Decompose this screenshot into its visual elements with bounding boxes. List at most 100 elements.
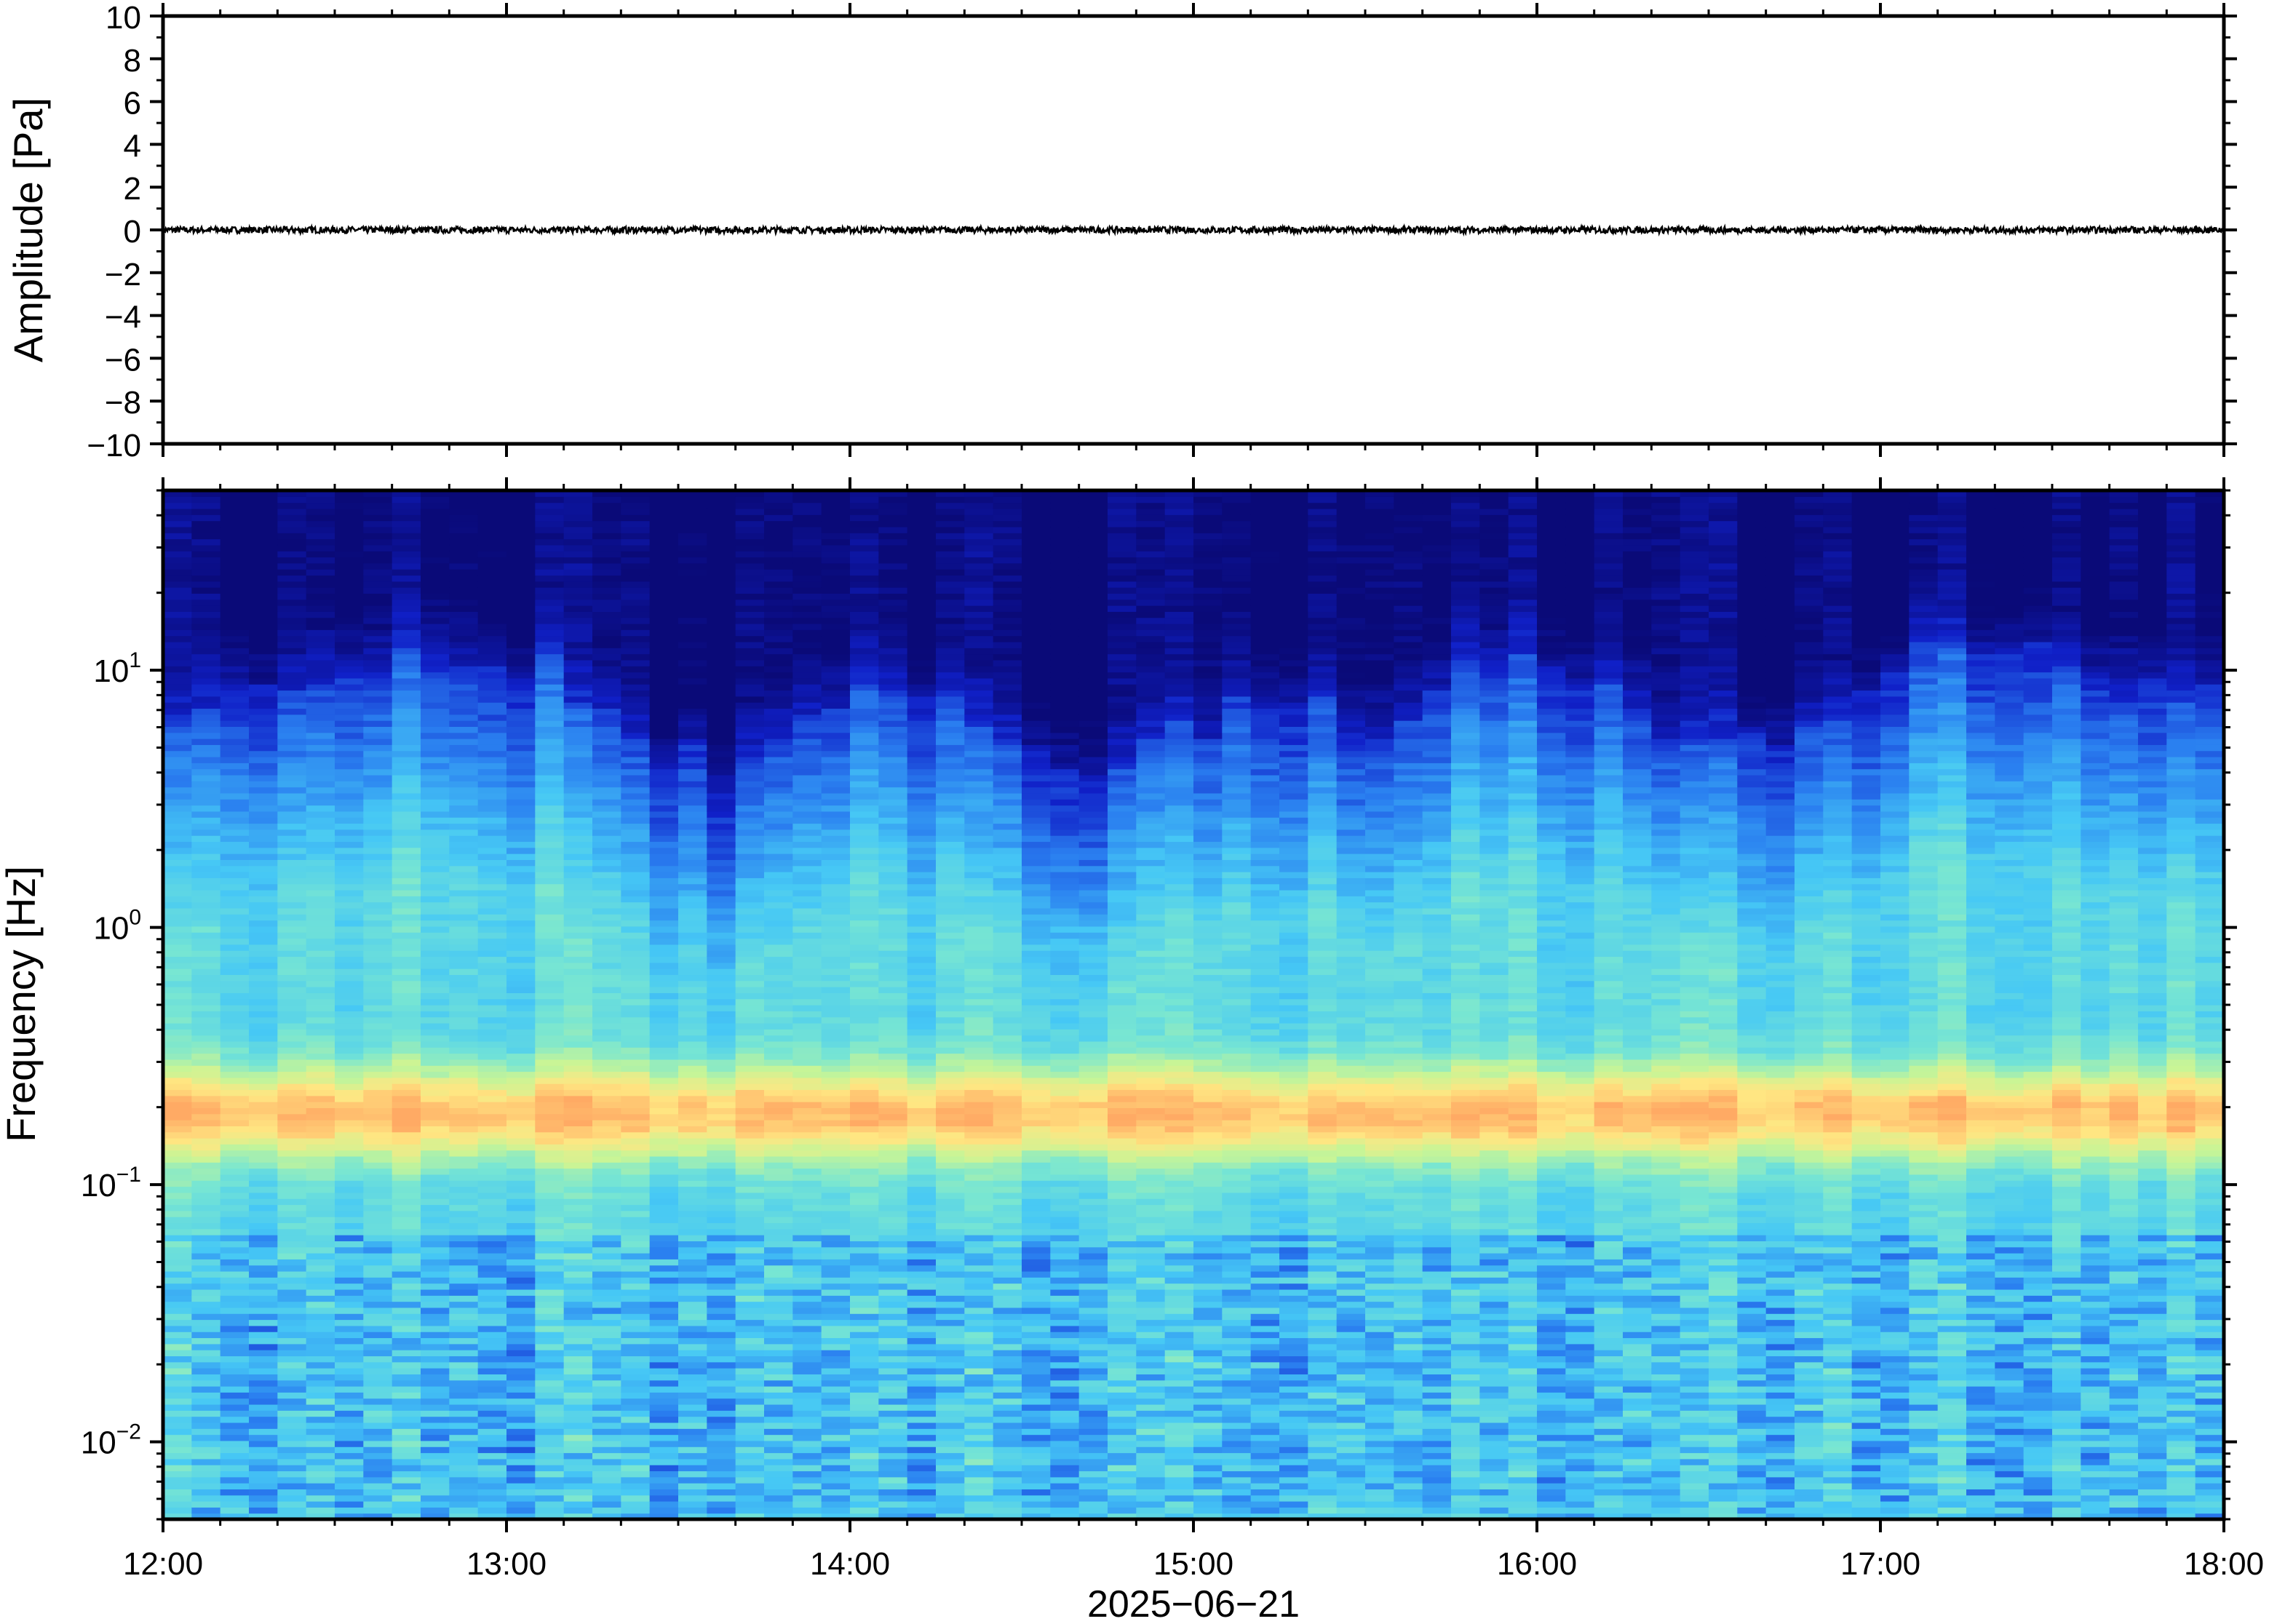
- spectrogram-cell: [621, 805, 651, 812]
- spectrogram-cell: [392, 1228, 421, 1235]
- spectrogram-cell: [878, 817, 908, 824]
- spectrogram-cell: [220, 1513, 250, 1519]
- spectrogram-cell: [477, 1155, 507, 1163]
- spectrogram-cell: [707, 690, 736, 697]
- spectrogram-cell: [449, 987, 479, 993]
- spectrogram-cell: [878, 1422, 908, 1429]
- spectrogram-cell: [621, 914, 651, 921]
- spectrogram-cell: [621, 956, 651, 963]
- spectrogram-cell: [764, 490, 793, 497]
- spectrogram-cell: [936, 1380, 965, 1387]
- spectrogram-cell: [964, 907, 994, 915]
- spectrogram-cell: [220, 907, 250, 915]
- spectrogram-cell: [335, 1283, 364, 1290]
- spectrogram-cell: [649, 1144, 679, 1151]
- spectrogram-cell: [936, 1265, 965, 1272]
- spectrogram-cell: [306, 1120, 335, 1126]
- spectrogram-cell: [535, 1102, 565, 1108]
- spectrogram-cell: [735, 859, 765, 867]
- spectrogram-cell: [792, 1374, 822, 1381]
- spectrogram-cell: [449, 1392, 479, 1399]
- spectrogram-cell: [249, 1458, 278, 1465]
- spectrogram-cell: [506, 750, 536, 757]
- spectrogram-cell: [220, 641, 250, 648]
- spectrogram-cell: [821, 1241, 851, 1248]
- spectrogram-cell: [707, 1022, 736, 1030]
- spectrogram-cell: [878, 732, 908, 739]
- spectrogram-cell: [563, 508, 593, 515]
- spectrogram-cell: [707, 968, 736, 976]
- spectrogram-cell: [249, 1222, 278, 1230]
- spectrogram-cell: [220, 1131, 250, 1139]
- spectrogram-cell: [821, 1295, 851, 1302]
- spectrogram-cell: [306, 1337, 335, 1345]
- spectrogram-cell: [649, 829, 679, 836]
- spectrogram-cell: [649, 1410, 679, 1417]
- spectrogram-cell: [363, 980, 393, 987]
- spectrogram-cell: [477, 1246, 507, 1254]
- spectrogram-cell: [392, 1059, 421, 1066]
- spectrogram-cell: [850, 677, 879, 685]
- spectrogram-cell: [649, 1168, 679, 1175]
- spectrogram-cell: [792, 1065, 822, 1072]
- spectrogram-cell: [821, 562, 851, 570]
- spectrogram-cell: [678, 841, 707, 848]
- spectrogram-cell: [220, 962, 250, 969]
- spectrogram-cell: [563, 1089, 593, 1096]
- spectrogram-cell: [449, 593, 479, 600]
- spectrogram-cell: [792, 1228, 822, 1235]
- spectrogram-cell: [477, 763, 507, 770]
- spectrogram-cell: [277, 1168, 307, 1175]
- spectrogram-cell: [792, 1241, 822, 1248]
- spectrogram-cell: [191, 708, 221, 715]
- spectrogram-cell: [792, 914, 822, 921]
- spectrogram-cell: [621, 617, 651, 624]
- spectrogram-cell: [535, 526, 565, 533]
- spectrogram-cell: [707, 823, 736, 830]
- spectrogram-cell: [936, 968, 965, 976]
- spectrogram-cell: [421, 623, 450, 630]
- spectrogram-cell: [964, 1422, 994, 1429]
- spectrogram-cell: [850, 1368, 879, 1374]
- spectrogram-cell: [707, 1483, 736, 1490]
- spectrogram-cell: [335, 859, 364, 867]
- spectrogram-cell: [764, 732, 793, 739]
- spectrogram-cell: [506, 1222, 536, 1230]
- spectrogram-cell: [764, 496, 793, 503]
- spectrogram-cell: [735, 974, 765, 982]
- spectrogram-cell: [163, 714, 192, 721]
- spectrogram-cell: [449, 962, 479, 969]
- spectrogram-cell: [392, 514, 421, 522]
- spectrogram-cell: [421, 829, 450, 836]
- spectrogram-cell: [821, 702, 851, 709]
- spectrogram-cell: [421, 1350, 450, 1357]
- spectrogram-cell: [506, 714, 536, 721]
- spectrogram-cell: [907, 1332, 937, 1339]
- spectrogram-cell: [449, 1168, 479, 1175]
- spectrogram-cell: [621, 502, 651, 509]
- spectrogram-cell: [191, 1126, 221, 1133]
- spectrogram-cell: [621, 1059, 651, 1066]
- spectrogram-cell: [764, 1210, 793, 1217]
- spectrogram-cell: [249, 732, 278, 739]
- spectrogram-cell: [363, 1289, 393, 1296]
- spectrogram-cell: [163, 1217, 192, 1224]
- spectrogram-cell: [621, 659, 651, 666]
- spectrogram-cell: [850, 611, 879, 618]
- spectrogram-cell: [249, 677, 278, 685]
- spectrogram-cell: [792, 920, 822, 927]
- spectrogram-cell: [878, 690, 908, 697]
- spectrogram-cell: [907, 1295, 937, 1302]
- spectrogram-cell: [792, 666, 822, 673]
- spectrogram-cell: [907, 593, 937, 600]
- spectrogram-cell: [449, 1470, 479, 1478]
- spectrogram-cell: [191, 1319, 221, 1326]
- spectrogram-cell: [850, 1120, 879, 1126]
- spectrogram-cell: [421, 968, 450, 976]
- spectrogram-cell: [335, 714, 364, 721]
- spectrogram-cell: [506, 732, 536, 739]
- spectrogram-cell: [392, 1077, 421, 1084]
- spectrogram-cell: [421, 690, 450, 697]
- spectrogram-cell: [678, 792, 707, 800]
- spectrogram-cell: [878, 653, 908, 661]
